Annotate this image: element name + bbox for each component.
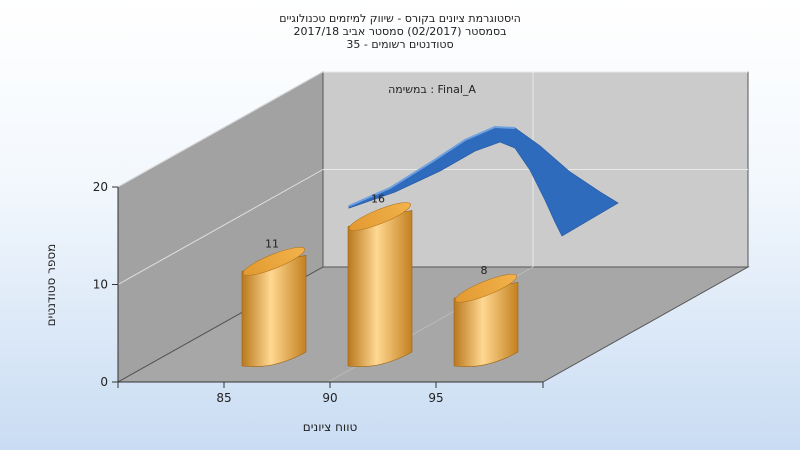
x-tick-label: 90 bbox=[322, 391, 337, 405]
bar-data-label: 8 bbox=[481, 264, 488, 277]
y-axis-title: מספר סטודנטים bbox=[44, 244, 58, 327]
y-tick-label: 20 bbox=[93, 180, 108, 194]
side-gridline bbox=[117, 71, 324, 188]
chart-subtitle-students: סטודנטים רשומים - 35 bbox=[346, 38, 454, 51]
bar-top bbox=[454, 273, 518, 303]
bar-data-label: 11 bbox=[265, 237, 279, 250]
bar-top bbox=[242, 247, 306, 276]
bar-layer: 11 16 8 bbox=[241, 192, 519, 367]
chart-subtitle-semester: בסמסטר (02/2017) סמסטר אביב 2017/18 bbox=[293, 25, 507, 38]
y-tick-label: 0 bbox=[100, 375, 108, 389]
x-tick-label: 95 bbox=[428, 391, 443, 405]
curve-annotation: במשימה : Final_A bbox=[388, 83, 476, 96]
y-tick-label: 10 bbox=[93, 278, 108, 292]
curve-layer bbox=[348, 125, 619, 237]
side-gridline bbox=[117, 169, 324, 285]
bar bbox=[347, 210, 413, 367]
x-tick-label: 85 bbox=[216, 391, 231, 405]
normal-curve-highlight bbox=[348, 125, 516, 207]
chart-title: היסטוגרמת ציונים בקורס - שיווק למיזמים ט… bbox=[279, 12, 521, 25]
axis-layer: 0 10 20 85 90 95 bbox=[93, 180, 544, 405]
bar-data-label: 16 bbox=[371, 192, 385, 205]
x-axis-title: טווח ציונים bbox=[303, 420, 358, 434]
bar-top bbox=[348, 202, 412, 231]
